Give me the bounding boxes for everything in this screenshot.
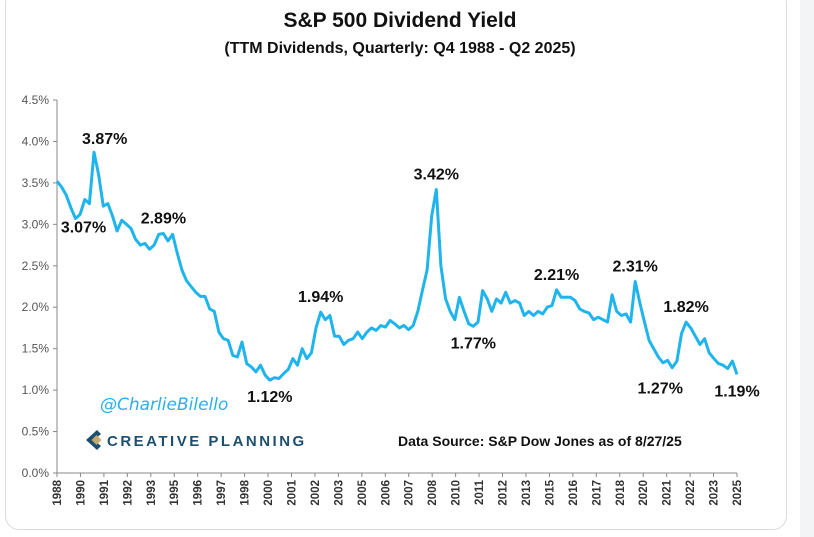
x-tick-label: 1997 xyxy=(216,480,228,506)
data-label: 1.77% xyxy=(451,335,496,352)
data-label: 2.21% xyxy=(534,267,579,284)
y-tick-label: 2.5% xyxy=(22,259,50,273)
data-label: 2.89% xyxy=(141,210,186,227)
x-tick-label: 2005 xyxy=(357,479,369,505)
x-tick-label: 2006 xyxy=(380,480,392,506)
x-tick-label: 2011 xyxy=(474,479,486,505)
brand-name: CREATIVE PLANNING xyxy=(107,433,307,450)
data-label: 3.87% xyxy=(82,131,127,148)
y-tick-label: 0.0% xyxy=(22,466,50,480)
x-tick-label: 2017 xyxy=(591,480,603,506)
data-label: 1.19% xyxy=(714,383,759,400)
creative-planning-logo-icon xyxy=(86,430,102,450)
y-tick-label: 4.5% xyxy=(22,93,50,107)
x-tick-label: 1993 xyxy=(146,480,158,506)
x-tick-label: 2018 xyxy=(615,479,627,505)
data-label: 1.27% xyxy=(638,381,683,398)
x-tick-label: 2016 xyxy=(568,480,580,506)
y-tick-label: 1.5% xyxy=(22,342,50,356)
scrollbar[interactable] xyxy=(800,0,814,537)
chart-title: S&P 500 Dividend Yield xyxy=(283,9,516,32)
x-tick-label: 2020 xyxy=(638,480,650,506)
data-label: 3.42% xyxy=(414,167,459,184)
x-tick-label: 2001 xyxy=(286,479,298,505)
chart-subtitle: (TTM Dividends, Quarterly: Q4 1988 - Q2 … xyxy=(224,40,575,57)
x-tick-label: 2002 xyxy=(310,480,322,506)
y-tick-label: 2.0% xyxy=(22,300,50,314)
twitter-handle: @CharlieBilello xyxy=(100,395,228,415)
x-tick-label: 2015 xyxy=(544,479,556,505)
x-tick-label: 2007 xyxy=(404,480,416,506)
x-tick-label: 2003 xyxy=(333,480,345,506)
x-tick-label: 1992 xyxy=(122,480,134,506)
data-source: Data Source: S&P Dow Jones as of 8/27/25 xyxy=(398,433,682,449)
chart-card xyxy=(5,0,787,530)
data-label: 1.82% xyxy=(663,299,708,316)
data-label: 3.07% xyxy=(61,220,106,237)
x-tick-label: 2012 xyxy=(498,480,510,506)
x-tick-label: 1990 xyxy=(75,480,87,506)
x-tick-label: 2022 xyxy=(685,480,697,506)
dividend-yield-line xyxy=(55,150,739,382)
x-tick-label: 2008 xyxy=(427,479,439,505)
x-tick-label: 2021 xyxy=(662,479,674,505)
data-label: 2.31% xyxy=(613,259,658,276)
data-label: 1.94% xyxy=(298,289,343,306)
x-tick-label: 2013 xyxy=(521,480,533,506)
x-tick-label: 1998 xyxy=(240,479,252,505)
x-tick-label: 1988 xyxy=(52,479,64,505)
y-tick-label: 4.0% xyxy=(22,134,50,148)
x-tick-label: 2010 xyxy=(451,480,463,506)
x-tick-label: 1996 xyxy=(193,480,205,506)
x-tick-label: 1995 xyxy=(169,479,181,505)
y-tick-label: 3.0% xyxy=(22,217,50,231)
x-tick-label: 2023 xyxy=(709,480,721,506)
y-tick-label: 3.5% xyxy=(22,176,50,190)
data-label: 1.12% xyxy=(247,389,292,406)
x-tick-label: 1991 xyxy=(99,479,111,505)
y-tick-label: 1.0% xyxy=(22,383,50,397)
x-tick-label: 2025 xyxy=(732,479,744,505)
y-tick-label: 0.5% xyxy=(22,425,50,439)
x-tick-label: 2000 xyxy=(263,480,275,506)
